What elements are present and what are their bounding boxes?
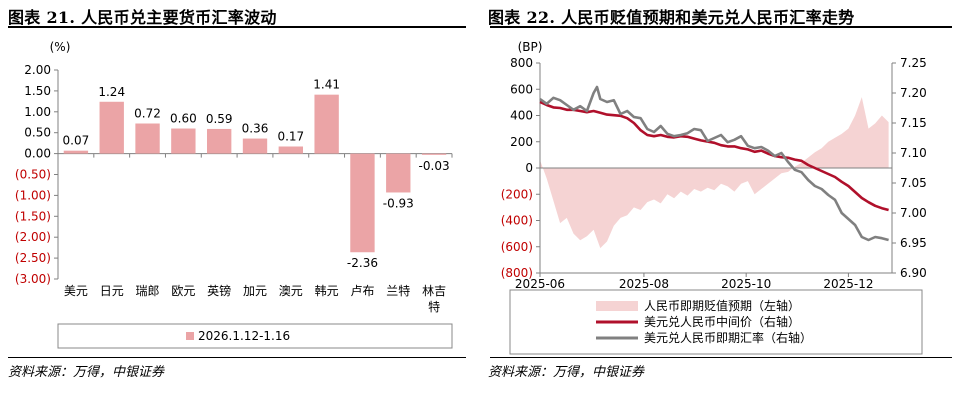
right-y-tick-label: 7.20: [900, 86, 927, 100]
bar-value-label: 1.24: [98, 85, 125, 99]
x-category-label: 瑞郎: [136, 284, 160, 298]
bar-10: [386, 153, 411, 193]
left-y-tick-label: 200: [510, 135, 533, 149]
legend-item-spot-rate: 美元兑人民币即期汇率（右轴）: [644, 330, 812, 345]
bar-value-label: -2.36: [347, 256, 378, 270]
y-tick-label: (2.50): [15, 251, 51, 265]
bar-8: [314, 94, 339, 154]
x-category-label-cont: 特: [428, 299, 440, 314]
x-tick-label: 2025-10: [721, 277, 771, 291]
left-axis-label: (BP): [518, 40, 543, 54]
legend-item-devaluation-expectation-swatch: [596, 301, 638, 311]
x-tick-label: 2025-06: [515, 277, 565, 291]
right-y-tick-label: 7.10: [900, 146, 927, 160]
bar-value-label: 0.59: [206, 112, 233, 126]
bar-4: [171, 128, 196, 154]
legend-box: [509, 289, 923, 355]
right-y-tick-label: 7.00: [900, 206, 927, 220]
right-bottom-rule: [490, 357, 952, 358]
y-tick-label: (3.00): [15, 272, 51, 286]
x-category-label: 韩元: [315, 283, 339, 298]
bar-value-label: 1.41: [313, 78, 340, 92]
right-figure-title: 图表 22. 人民币贬值预期和美元兑人民币汇率走势: [488, 8, 855, 27]
left-y-tick-label: (800): [501, 266, 533, 280]
x-category-label: 澳元: [279, 284, 303, 298]
left-y-tick-label: (200): [501, 187, 533, 201]
left-figure-title: 图表 21. 人民币兑主要货币汇率波动: [8, 8, 277, 27]
bar-1: [63, 150, 89, 154]
y-tick-label: (1.00): [15, 188, 51, 202]
legend-swatch: [186, 332, 194, 340]
bar-2: [99, 101, 124, 154]
left-y-tick-label: 800: [510, 56, 533, 70]
y-tick-label: (1.50): [15, 209, 51, 223]
left-figure-panel: 图表 21. 人民币兑主要货币汇率波动 (%) 2.00 1.50 1.00 0.50 0…: [0, 0, 470, 400]
x-category-label: 英镑: [207, 283, 231, 298]
y-tick-label: 2.00: [24, 63, 51, 77]
left-bottom-rule: [8, 357, 466, 358]
series-central-parity-line: [539, 100, 889, 212]
bar-11: [421, 153, 447, 155]
left-y-tick-label: (400): [501, 214, 533, 228]
bar-value-label: 0.07: [63, 134, 90, 148]
bar-9: [350, 153, 375, 253]
right-y-tick-label: 7.25: [900, 56, 927, 70]
left-y-tick-label: 400: [510, 109, 533, 123]
x-category-label: 美元: [64, 284, 88, 298]
bar-value-label: 0.17: [277, 129, 304, 143]
bar-value-label: 0.36: [242, 122, 269, 136]
y-tick-label: (2.00): [15, 230, 51, 244]
legend-item-central-parity: 美元兑人民币中间价（右轴）: [644, 314, 800, 329]
right-y-tick-label: 7.15: [900, 116, 927, 130]
bar-5: [207, 128, 232, 154]
bar-6: [242, 138, 268, 154]
legend-label: 2026.1.12-1.16: [198, 329, 290, 343]
bar-7: [278, 146, 303, 154]
bar-3: [135, 123, 160, 154]
left-y-tick-label: (600): [501, 240, 533, 254]
x-category-label: 日元: [100, 284, 124, 298]
x-category-label: 林吉: [422, 284, 446, 298]
series-devaluation-expectation-area: [540, 97, 889, 249]
left-bar-chart: (%) 2.00 1.50 1.00 0.50 0.00 (0.50) (1.00) (1.50…: [15, 40, 453, 349]
right-title-rule: [490, 26, 952, 28]
left-y-tick-label: 0: [525, 161, 533, 175]
y-axis-label: (%): [50, 40, 71, 54]
right-figure-panel: 图表 22. 人民币贬值预期和美元兑人民币汇率走势 (BP) 800 600 400 2…: [480, 0, 960, 400]
x-category-label: 兰特: [386, 283, 410, 298]
x-category-label: 加元: [243, 284, 267, 298]
bar-value-label: 0.60: [170, 112, 197, 126]
x-tick-label: 2025-08: [619, 277, 669, 291]
y-tick-label: 0.00: [24, 147, 51, 161]
bar-value-label: 0.72: [134, 107, 161, 121]
legend-box: [57, 323, 453, 349]
y-tick-label: 0.50: [24, 126, 51, 140]
right-y-tick-label: 7.05: [900, 176, 927, 190]
left-title-rule: [8, 26, 466, 28]
right-source-note: 资料来源：万得，中银证券: [488, 365, 645, 380]
legend-item-devaluation-expectation: 人民币即期贬值预期（左轴）: [644, 298, 800, 313]
x-category-label: 欧元: [171, 284, 195, 298]
x-category-label: 卢布: [350, 283, 374, 298]
right-area-line-chart: (BP) 800 600 400 200 0 (200) (400) (600) (800) 7.2…: [501, 40, 927, 355]
y-tick-label: 1.50: [24, 84, 51, 98]
bar-value-label: -0.93: [383, 196, 414, 210]
y-tick-label: 1.00: [24, 105, 51, 119]
x-tick-label: 2025-12: [823, 277, 873, 291]
left-source-note: 资料来源：万得，中银证券: [8, 365, 165, 380]
bar-value-label: -0.03: [419, 159, 450, 173]
right-y-tick-label: 6.95: [900, 236, 927, 250]
series-spot-rate-line: [539, 85, 889, 242]
y-tick-label: (0.50): [15, 168, 51, 182]
left-y-tick-label: 600: [510, 82, 533, 96]
right-y-tick-label: 6.90: [900, 266, 927, 280]
